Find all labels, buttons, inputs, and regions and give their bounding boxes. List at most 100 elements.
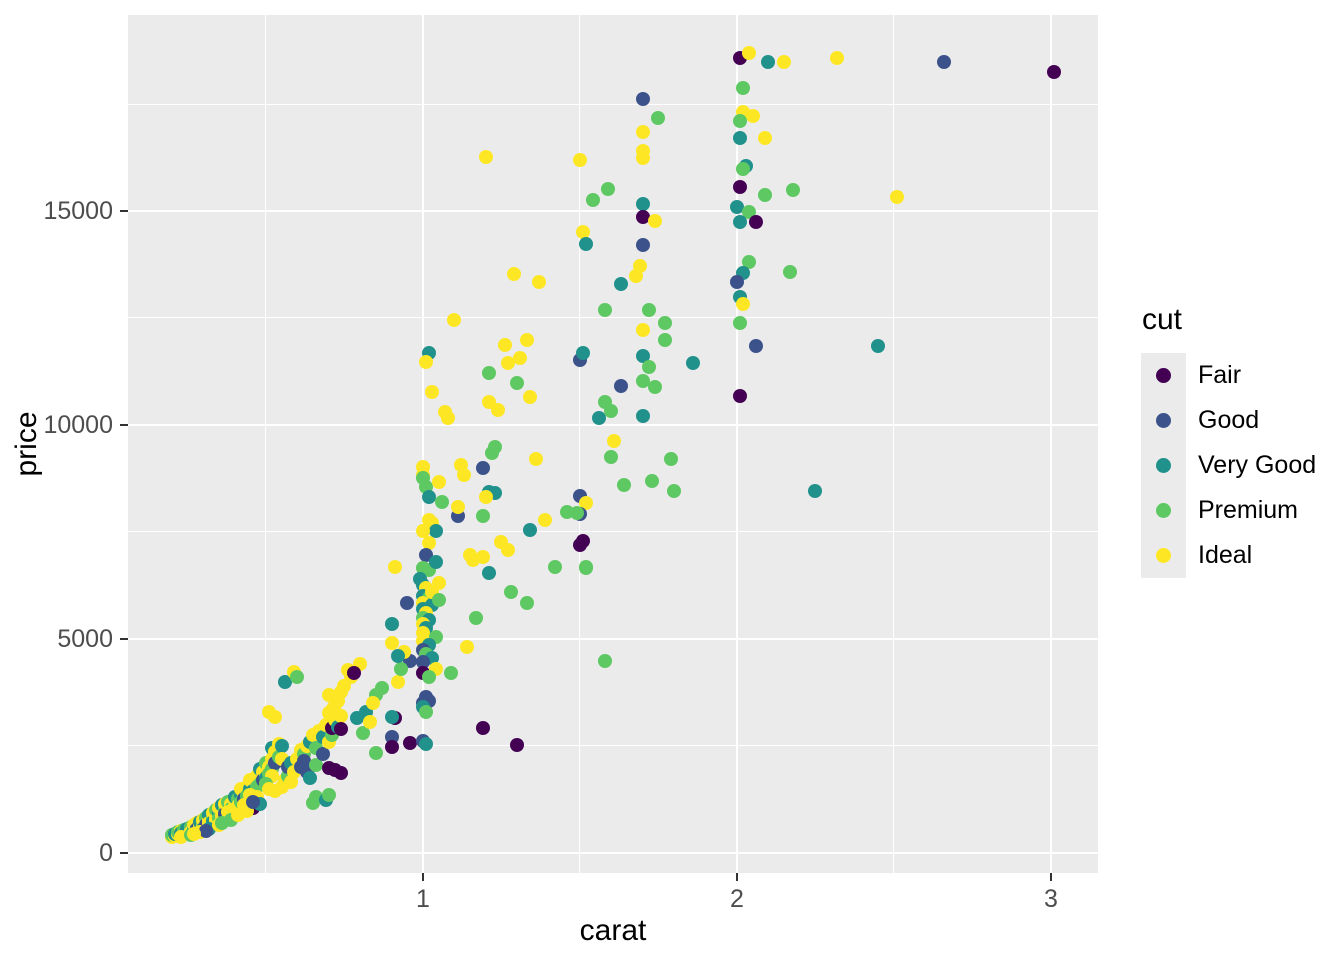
data-point <box>635 373 650 388</box>
data-point <box>434 494 449 509</box>
y-major-gridline <box>128 103 1098 105</box>
data-point <box>645 474 660 489</box>
data-point <box>321 688 336 703</box>
data-point <box>733 130 748 145</box>
data-point <box>384 709 399 724</box>
data-point <box>547 560 562 575</box>
data-point <box>431 474 446 489</box>
data-point <box>277 674 292 689</box>
data-point <box>635 408 650 423</box>
data-point <box>309 758 324 773</box>
data-point <box>274 738 289 753</box>
data-point <box>576 346 591 361</box>
data-point <box>497 337 512 352</box>
data-point <box>290 670 305 684</box>
data-point <box>572 153 587 168</box>
data-point <box>346 665 361 680</box>
legend-items: Fair Good Very Good Premium Ideal <box>1141 353 1316 578</box>
data-point <box>576 224 591 239</box>
legend-dot-icon <box>1156 548 1171 563</box>
data-point <box>390 649 405 664</box>
legend-key <box>1141 533 1186 578</box>
x-major-gridline <box>579 15 581 873</box>
data-point <box>415 524 430 539</box>
data-point <box>284 775 299 790</box>
legend-item-very-good: Very Good <box>1141 443 1316 488</box>
data-point <box>375 681 390 696</box>
data-point <box>522 522 537 537</box>
data-point <box>384 616 399 631</box>
legend-label: Good <box>1198 406 1260 434</box>
data-point <box>262 781 277 796</box>
legend-title: cut <box>1142 303 1183 336</box>
data-point <box>431 593 446 608</box>
data-point <box>507 266 522 281</box>
data-point <box>510 376 525 391</box>
legend-item-premium: Premium <box>1141 488 1316 533</box>
data-point <box>748 338 763 353</box>
y-tick-label: 15000 <box>43 196 113 225</box>
y-tick-label: 0 <box>99 838 113 867</box>
data-point <box>500 542 515 557</box>
data-point <box>519 332 534 347</box>
data-point <box>422 489 437 504</box>
data-point <box>635 237 650 252</box>
data-point <box>362 715 377 730</box>
data-point <box>425 385 440 399</box>
data-point <box>635 197 650 212</box>
data-point <box>651 111 666 126</box>
data-point <box>422 536 437 551</box>
data-point <box>664 451 678 466</box>
data-point <box>642 359 657 374</box>
x-tick-mark <box>735 873 738 881</box>
data-point <box>648 213 663 228</box>
data-point <box>296 753 311 768</box>
legend-label: Fair <box>1198 361 1242 389</box>
data-point <box>786 183 801 198</box>
data-point <box>736 81 751 96</box>
legend-item-ideal: Ideal <box>1141 533 1316 578</box>
data-point <box>444 666 459 681</box>
data-point <box>456 468 471 483</box>
data-point <box>199 823 214 838</box>
data-point <box>481 365 496 380</box>
data-point <box>667 483 682 498</box>
data-point <box>230 808 245 823</box>
data-point <box>613 379 628 393</box>
data-point <box>736 296 751 311</box>
y-tick-mark <box>120 209 128 212</box>
data-point <box>761 55 776 70</box>
data-point <box>428 554 443 569</box>
data-point <box>510 738 525 753</box>
data-point <box>459 640 474 655</box>
data-point <box>635 209 650 224</box>
legend-item-fair: Fair <box>1141 353 1316 398</box>
data-point <box>215 815 230 830</box>
data-point <box>522 390 537 405</box>
data-point <box>528 452 543 467</box>
data-point <box>500 355 515 370</box>
data-point <box>604 450 619 465</box>
data-point <box>758 130 773 145</box>
data-point <box>729 200 744 215</box>
y-major-gridline <box>128 317 1098 319</box>
data-point <box>777 55 792 70</box>
data-point <box>365 696 380 711</box>
x-tick-mark <box>421 873 424 881</box>
data-point <box>569 506 584 521</box>
data-point <box>478 489 493 504</box>
data-point <box>538 512 553 527</box>
x-major-gridline <box>1049 15 1052 873</box>
x-tick-label: 3 <box>1043 885 1058 913</box>
data-point <box>642 302 657 317</box>
data-point <box>475 549 490 564</box>
data-point <box>635 322 650 337</box>
data-point <box>419 736 434 751</box>
data-point <box>469 610 484 625</box>
data-point <box>246 794 261 809</box>
data-point <box>532 275 547 290</box>
y-major-gridline <box>128 851 1098 854</box>
data-point <box>481 566 496 581</box>
data-point <box>450 500 465 515</box>
data-point <box>733 388 748 403</box>
